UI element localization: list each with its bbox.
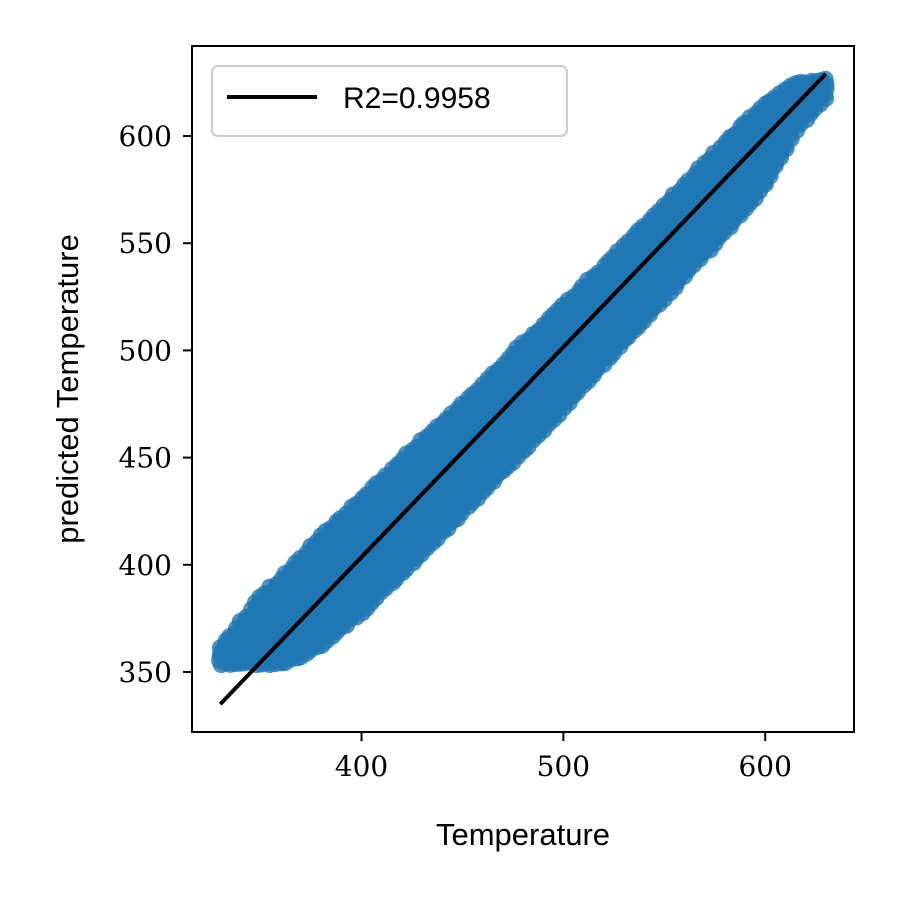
y-tick-label: 550 [119, 227, 172, 260]
legend: R2=0.9958 [211, 65, 568, 137]
legend-entry-label: R2=0.9958 [343, 82, 491, 115]
y-tick-label: 400 [119, 549, 172, 582]
x-axis-label: Temperature [436, 817, 610, 852]
x-tick-label: 500 [537, 750, 590, 783]
y-tick-label: 350 [119, 656, 172, 689]
y-tick-label: 450 [119, 442, 172, 475]
x-tick-label: 600 [738, 750, 791, 783]
y-axis-ticks: 350 400 450 500 550 600 [119, 120, 192, 689]
x-axis-ticks: 400 500 600 [335, 732, 792, 783]
scatter-point [746, 151, 764, 169]
y-tick-label: 500 [119, 334, 172, 367]
y-tick-label: 600 [119, 120, 172, 153]
x-tick-label: 400 [335, 750, 388, 783]
scatter-point [782, 121, 800, 139]
y-axis-label: predicted Temperature [50, 234, 85, 544]
legend-box [211, 65, 568, 137]
fit-line [218, 72, 828, 706]
plot-frame [191, 45, 855, 733]
scatter-points [211, 70, 835, 674]
